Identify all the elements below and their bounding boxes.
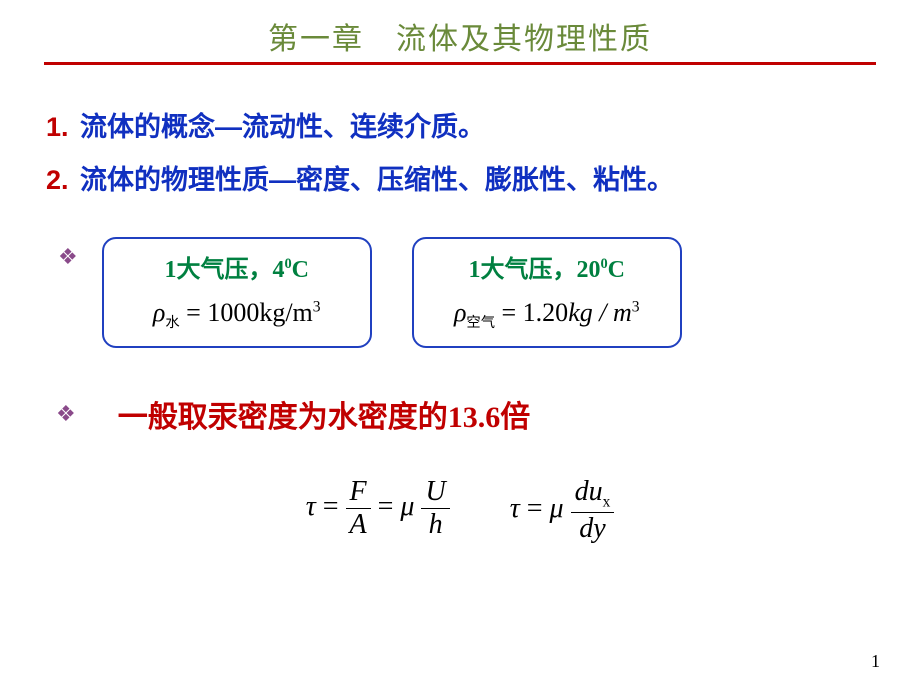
dux-pre: du	[575, 476, 603, 507]
water-box-label: 1大气压，40C	[126, 249, 348, 284]
air-rho-sup: 3	[632, 298, 640, 315]
list-text-1: 流体的概念—流动性、连续介质。	[80, 112, 485, 142]
frac-dux-dy: dux dy	[571, 478, 615, 543]
page-title: 第一章 流体及其物理性质	[0, 14, 920, 58]
list-item-2: 2.流体的物理性质—密度、压缩性、膨胀性、粘性。	[46, 158, 920, 197]
water-label-post: C	[292, 257, 309, 283]
eq-1a: =	[323, 491, 339, 522]
air-label-post: C	[608, 257, 625, 283]
list-item-1: 1.流体的概念—流动性、连续介质。	[46, 105, 920, 144]
tau-1: τ	[306, 491, 316, 522]
water-density-box: 1大气压，40C ρ水 = 1000kg/m3	[102, 237, 372, 348]
shear-formula-1: τ = F A = μ U h	[306, 478, 450, 543]
water-rho-val: = 1000kg/m	[186, 298, 313, 327]
list-text-2: 流体的物理性质—密度、压缩性、膨胀性、粘性。	[80, 165, 674, 195]
water-label-sup: 0	[284, 256, 291, 272]
frac-F: F	[346, 478, 371, 509]
shear-formula-row: τ = F A = μ U h τ = μ dux dy	[0, 478, 920, 543]
water-rho-sub: 水	[165, 315, 179, 331]
air-rho-val-pre: = 1.20	[502, 298, 569, 327]
dux-sub: x	[603, 494, 611, 511]
air-label-sup: 0	[600, 256, 607, 272]
frac-U: U	[421, 478, 449, 509]
frac-dy: dy	[571, 513, 615, 543]
air-box-label: 1大气压，200C	[436, 249, 658, 284]
title-bar: 第一章 流体及其物理性质	[0, 0, 920, 71]
density-boxes-row: ❖ 1大气压，40C ρ水 = 1000kg/m3 1大气压，200C ρ空气 …	[58, 237, 920, 348]
eq-1b: =	[378, 491, 394, 522]
mu-1: μ	[400, 491, 414, 522]
page-number: 1	[871, 651, 880, 672]
mercury-note-text: 一般取汞密度为水密度的13.6倍	[118, 392, 531, 436]
water-density-equation: ρ水 = 1000kg/m3	[126, 298, 348, 332]
frac-A: A	[346, 509, 371, 539]
shear-formula-2: τ = μ dux dy	[510, 478, 615, 543]
air-label-pre: 1大气压，20	[468, 257, 600, 283]
diamond-bullet-icon: ❖	[58, 237, 78, 277]
frac-dux: dux	[571, 478, 615, 513]
numbered-list: 1.流体的概念—流动性、连续介质。 2.流体的物理性质—密度、压缩性、膨胀性、粘…	[46, 105, 920, 197]
frac-U-h: U h	[421, 478, 449, 539]
list-num-2: 2.	[46, 165, 80, 196]
air-rho-sub: 空气	[466, 315, 495, 331]
diamond-bullet-icon-2: ❖	[56, 394, 76, 434]
air-rho-unit: kg / m	[568, 298, 632, 327]
list-num-1: 1.	[46, 112, 80, 143]
title-underline	[44, 62, 876, 65]
eq-2: =	[527, 493, 543, 524]
frac-F-A: F A	[346, 478, 371, 539]
tau-2: τ	[510, 493, 520, 524]
mu-2: μ	[550, 493, 564, 524]
air-density-box: 1大气压，200C ρ空气 = 1.20kg / m3	[412, 237, 682, 348]
mercury-note-row: ❖ 一般取汞密度为水密度的13.6倍	[56, 392, 920, 436]
air-density-equation: ρ空气 = 1.20kg / m3	[436, 298, 658, 332]
frac-h: h	[421, 509, 449, 539]
water-label-pre: 1大气压，4	[164, 257, 284, 283]
water-rho-sup: 3	[313, 298, 321, 315]
